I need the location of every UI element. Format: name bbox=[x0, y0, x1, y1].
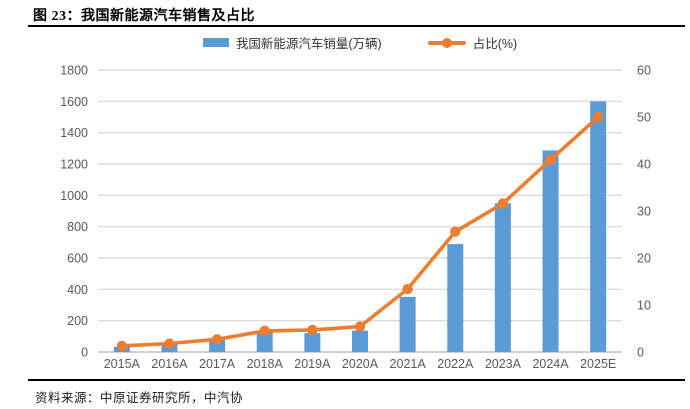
left-axis-tick: 1000 bbox=[60, 189, 88, 203]
bar-2019A bbox=[304, 333, 321, 352]
x-axis-label: 2023A bbox=[485, 357, 522, 371]
left-axis-tick: 800 bbox=[67, 220, 88, 234]
chart-canvas: 0 200 400 600 800 1000 1200 1400 1600 1800 0 10 20 30… bbox=[60, 64, 651, 372]
right-axis-tick: 60 bbox=[637, 64, 651, 78]
x-axis-label: 2025E bbox=[580, 357, 616, 371]
legend-label-sales: 我国新能源汽车销量(万辆) bbox=[235, 37, 382, 51]
right-axis-tick: 0 bbox=[637, 346, 644, 360]
bar-2025E bbox=[590, 101, 607, 352]
left-axis-tick: 0 bbox=[81, 346, 88, 360]
right-axis-tick: 20 bbox=[637, 252, 651, 266]
bar-2017A bbox=[209, 339, 226, 352]
x-axis-label: 2021A bbox=[390, 357, 427, 371]
line-point-2022A bbox=[450, 226, 461, 237]
bar-2020A bbox=[352, 330, 368, 352]
bar-2024A bbox=[542, 150, 559, 352]
x-axis-label: 2022A bbox=[437, 357, 474, 371]
line-point-2024A bbox=[545, 154, 556, 165]
x-axis-label: 2024A bbox=[532, 357, 569, 371]
left-axis-tick: 200 bbox=[67, 314, 88, 328]
line-point-2018A bbox=[259, 325, 270, 337]
x-axis-label: 2017A bbox=[199, 357, 236, 371]
line-point-2023A bbox=[497, 198, 509, 209]
x-axis-label: 2020A bbox=[342, 357, 379, 371]
left-axis-tick: 1200 bbox=[60, 158, 88, 172]
legend-label-share: 占比(%) bbox=[472, 37, 518, 51]
line-point-2021A bbox=[402, 283, 413, 295]
bar-2022A bbox=[447, 244, 464, 352]
left-axis-tick: 400 bbox=[67, 283, 88, 297]
x-axis-label: 2015A bbox=[104, 357, 141, 371]
x-axis-label: 2016A bbox=[151, 357, 188, 371]
legend-item-sales: 我国新能源汽车销量(万辆) bbox=[202, 33, 382, 52]
right-axis-tick: 10 bbox=[637, 299, 651, 313]
left-axis-tick: 1600 bbox=[60, 95, 88, 109]
line-point-2015A bbox=[116, 340, 128, 352]
line-series-swatch bbox=[427, 37, 466, 48]
left-axis-tick: 1400 bbox=[60, 126, 88, 140]
combo-chart: 0 200 400 600 800 1000 1200 1400 1600 1800 0 10 20 30… bbox=[0, 55, 690, 377]
figure-title: 图 23：我国新能源汽车销售及占比 bbox=[33, 9, 255, 24]
source-note: 资料来源：中原证券研究所，中汽协 bbox=[35, 391, 244, 405]
right-axis-tick: 40 bbox=[637, 158, 651, 172]
x-axis-label: 2018A bbox=[247, 357, 284, 371]
bar-2018A bbox=[256, 332, 273, 352]
left-axis-tick: 1800 bbox=[60, 64, 88, 78]
line-point-2019A bbox=[307, 324, 318, 336]
title-divider bbox=[28, 25, 685, 27]
right-axis-tick: 30 bbox=[637, 205, 651, 219]
bar-series-swatch bbox=[202, 38, 229, 47]
line-point-2017A bbox=[211, 334, 223, 345]
line-point-2025E bbox=[592, 111, 604, 123]
bottom-divider bbox=[28, 379, 685, 381]
legend-item-share: 占比(%) bbox=[427, 33, 518, 52]
bar-2021A bbox=[399, 296, 416, 352]
share-line bbox=[120, 115, 600, 348]
chart-legend: 我国新能源汽车销量(万辆) 占比(%) bbox=[30, 33, 690, 52]
line-point-2016A bbox=[164, 338, 175, 349]
line-point-2020A bbox=[354, 321, 366, 332]
x-axis-label: 2019A bbox=[294, 357, 331, 371]
left-axis-tick: 600 bbox=[67, 252, 88, 266]
right-axis-tick: 50 bbox=[637, 111, 651, 125]
bar-2023A bbox=[494, 203, 511, 352]
